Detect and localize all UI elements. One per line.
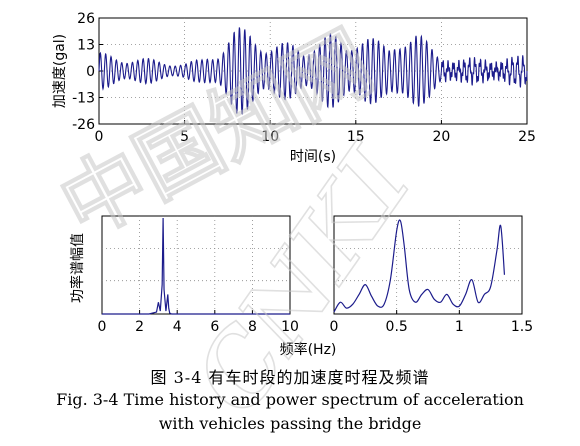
figure-caption-chinese: 图 3-4 有车时段的加速度时程及频谱 <box>150 368 430 387</box>
x-tick-label: 2 <box>135 319 144 335</box>
figure-caption-english-line1: Fig. 3-4 Time history and power spectrum… <box>56 390 524 409</box>
x-tick-label: 6 <box>210 319 219 335</box>
power-spectrum-right-ticks: 0 0.5 1 1.5 <box>330 310 533 335</box>
time-history-x-label: 时间(s) <box>290 149 336 165</box>
y-tick-label: -26 <box>72 117 95 133</box>
y-tick-label: -13 <box>72 91 95 107</box>
power-spectrum-left-ticks: 0 2 4 6 8 10 <box>98 310 299 335</box>
x-tick-label: 1.5 <box>511 319 533 335</box>
y-tick-label: 0 <box>86 64 95 80</box>
x-tick-label: 25 <box>518 129 536 145</box>
power-spectrum-y-label: 功率谱幅值 <box>69 233 86 303</box>
power-spectrum-right-series-line <box>333 219 506 313</box>
y-tick-label: 13 <box>77 38 95 54</box>
time-history-ticks: 0 5 10 15 20 25 26 13 0 -13 -26 <box>72 11 536 145</box>
time-history-plot: 0 5 10 15 20 25 26 13 0 -13 -26 时间(s) 加速度(gal) <box>52 11 536 165</box>
time-history-series-line <box>98 27 528 115</box>
x-tick-label: 10 <box>281 319 299 335</box>
x-tick-label: 15 <box>347 129 365 145</box>
x-tick-label: 20 <box>432 129 450 145</box>
x-tick-label: 5 <box>180 129 189 145</box>
x-tick-label: 0 <box>98 319 107 335</box>
y-tick-label: 26 <box>77 11 95 27</box>
x-tick-label: 1 <box>455 319 464 335</box>
x-tick-label: 4 <box>173 319 182 335</box>
x-tick-label: 0.5 <box>386 319 408 335</box>
figure-caption-english-line2: with vehicles passing the bridge <box>158 414 422 433</box>
power-spectrum-left-frame <box>101 215 291 315</box>
x-tick-label: 0 <box>330 319 339 335</box>
x-tick-label: 8 <box>248 319 257 335</box>
time-history-y-label: 加速度(gal) <box>52 34 68 108</box>
power-spectrum-right-frame <box>333 215 523 315</box>
power-spectrum-left-series-line <box>102 217 290 315</box>
x-tick-label: 10 <box>261 129 279 145</box>
power-spectrum-right-plot: 0 0.5 1 1.5 <box>330 215 533 335</box>
power-spectrum-right-grid <box>334 216 522 314</box>
x-tick-label: 0 <box>95 129 104 145</box>
power-spectrum-left-plot: 0 2 4 6 8 10 频率(Hz) 功率谱幅值 <box>69 215 337 358</box>
power-spectrum-x-label: 频率(Hz) <box>280 341 337 358</box>
power-spectrum-left-grid <box>102 216 290 314</box>
